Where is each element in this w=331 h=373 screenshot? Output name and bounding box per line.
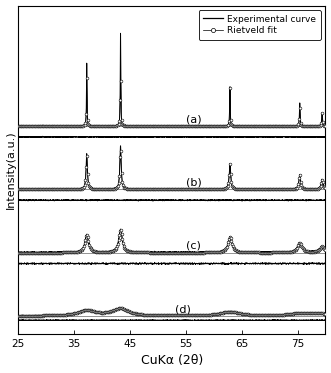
Text: (d): (d): [175, 304, 191, 314]
Y-axis label: Intensity(a.u.): Intensity(a.u.): [6, 131, 16, 209]
Text: (a): (a): [186, 114, 202, 124]
Text: (b): (b): [186, 178, 202, 188]
X-axis label: CuKα (2θ): CuKα (2θ): [141, 354, 203, 367]
Legend: Experimental curve, Rietveld fit: Experimental curve, Rietveld fit: [199, 10, 321, 40]
Text: (c): (c): [186, 241, 201, 251]
